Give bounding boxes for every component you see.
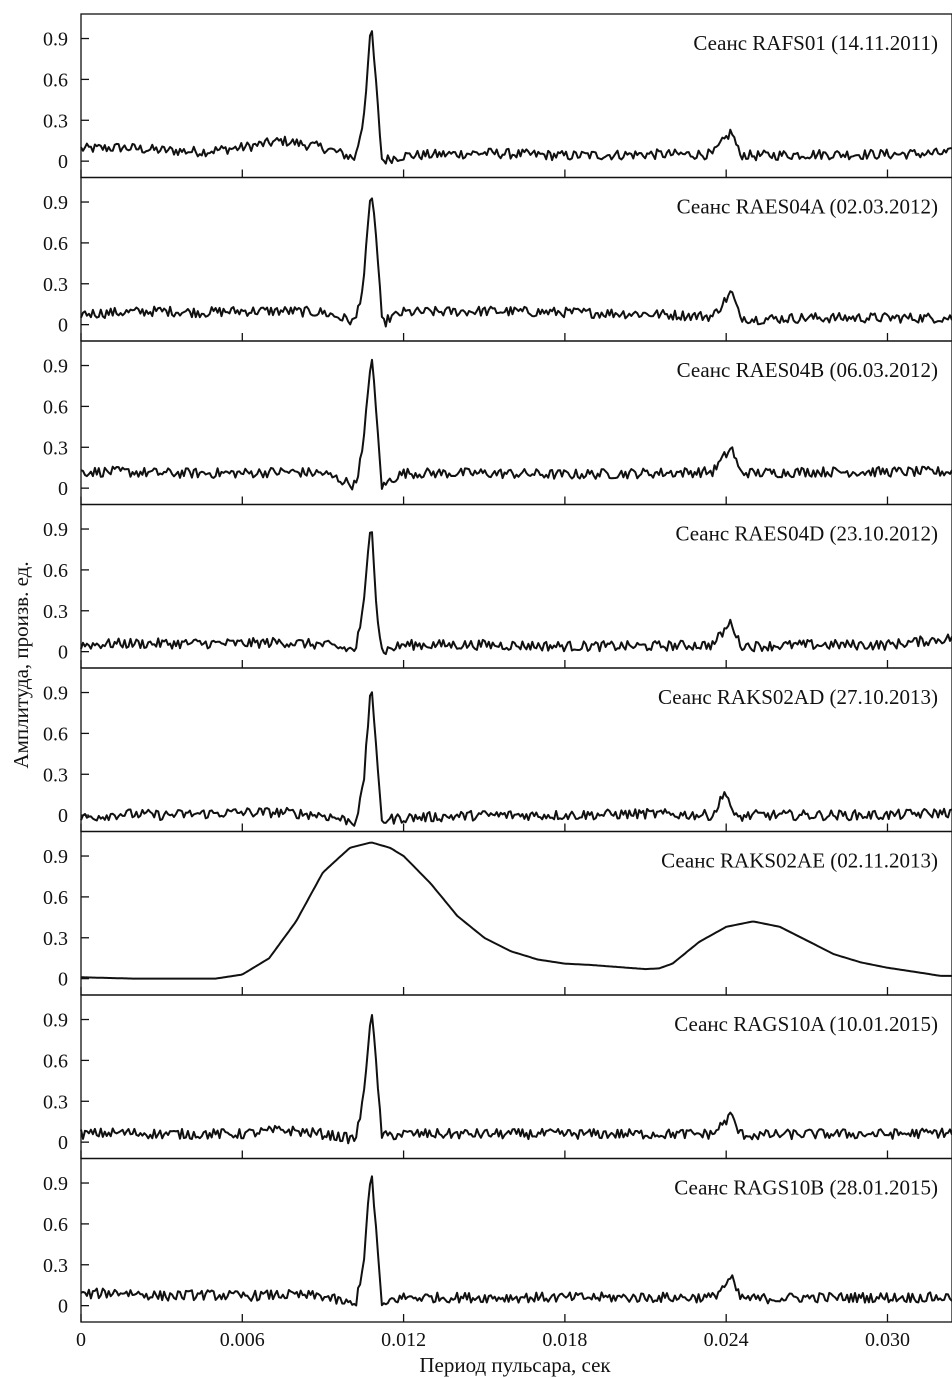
series-line: [80, 1014, 952, 1145]
panel-title: Сеанс RAGS10A (10.01.2015): [674, 1012, 938, 1036]
panel: 0 0.3 0.6 0.9 Сеанс RAFS01 (14.11.2011): [43, 13, 952, 179]
panel: 0 0.3 0.6 0.9 Сеанс RAKS02AD (27.10.2013): [43, 667, 952, 833]
x-axis: 0 0.006 0.012 0.018 0.024 0.030: [76, 1329, 910, 1351]
panel: 0 0.3 0.6 0.9 Сеанс RAKS02AE (02.11.2013): [43, 830, 952, 996]
y-tick-label: 0.3: [43, 928, 68, 950]
x-tick-label: 0.006: [220, 1329, 265, 1351]
series-line: [80, 30, 952, 165]
y-tick-label: 0.9: [43, 846, 68, 868]
series-line: [80, 197, 952, 328]
y-tick-label: 0: [58, 315, 68, 337]
series-line: [80, 691, 952, 827]
y-tick-label: 0.6: [43, 887, 68, 909]
x-tick-label: 0.024: [704, 1329, 749, 1351]
x-tick-label: 0: [76, 1329, 86, 1351]
series-line: [81, 841, 952, 980]
y-tick-label: 0: [58, 151, 68, 173]
y-tick-label: 0.6: [43, 1050, 68, 1072]
x-axis-title: Период пульсара, сек: [419, 1353, 611, 1377]
x-tick-label: 0.018: [542, 1329, 587, 1351]
y-tick-label: 0: [58, 1132, 68, 1154]
panel: 0 0.3 0.6 0.9 Сеанс RAES04A (02.03.2012): [43, 176, 952, 342]
y-tick-label: 0.6: [43, 1214, 68, 1236]
y-tick-label: 0.9: [43, 519, 68, 541]
series-line: [80, 358, 952, 491]
y-tick-label: 0.3: [43, 1091, 68, 1113]
y-axis-title: Амплитуда, произв. ед.: [9, 561, 33, 768]
panel-title: Сеанс RAES04B (06.03.2012): [677, 358, 938, 382]
series-line: [80, 1175, 952, 1307]
panel-title: Сеанс RAGS10B (28.01.2015): [674, 1176, 938, 1200]
panel-title: Сеанс RAES04A (02.03.2012): [677, 195, 938, 219]
y-tick-label: 0.3: [43, 764, 68, 786]
panel: 0 0.3 0.6 0.9 Сеанс RAES04D (23.10.2012): [43, 503, 952, 669]
y-tick-label: 0.6: [43, 723, 68, 745]
y-tick-label: 0: [58, 805, 68, 827]
y-tick-label: 0: [58, 1296, 68, 1318]
y-tick-label: 0.9: [43, 683, 68, 705]
series-line: [80, 531, 952, 656]
y-tick-label: 0.9: [43, 356, 68, 378]
y-tick-label: 0.3: [43, 601, 68, 623]
panel: 0 0.3 0.6 0.9 Сеанс RAGS10B (28.01.2015): [43, 1157, 952, 1323]
y-tick-label: 0: [58, 969, 68, 991]
y-tick-label: 0.9: [43, 29, 68, 51]
panel-title: Сеанс RAKS02AE (02.11.2013): [661, 849, 938, 873]
panel-title: Сеанс RAFS01 (14.11.2011): [693, 31, 938, 55]
y-tick-label: 0.6: [43, 233, 68, 255]
y-tick-label: 0.6: [43, 560, 68, 582]
y-tick-label: 0.3: [43, 437, 68, 459]
panel: 0 0.3 0.6 0.9 Сеанс RAGS10A (10.01.2015): [43, 994, 952, 1160]
y-tick-label: 0.9: [43, 1173, 68, 1195]
y-tick-label: 0.3: [43, 1255, 68, 1277]
panel: 0 0.3 0.6 0.9 Сеанс RAES04B (06.03.2012): [43, 340, 952, 506]
panel-title: Сеанс RAKS02AD (27.10.2013): [658, 685, 938, 709]
panel-title: Сеанс RAES04D (23.10.2012): [675, 522, 938, 546]
y-tick-label: 0: [58, 642, 68, 664]
x-tick-label: 0.012: [381, 1329, 426, 1351]
y-tick-label: 0.6: [43, 69, 68, 91]
panel-frame: [80, 1157, 952, 1323]
y-tick-label: 0.6: [43, 396, 68, 418]
y-tick-label: 0.9: [43, 192, 68, 214]
x-tick-label: 0.030: [865, 1329, 910, 1351]
y-tick-label: 0: [58, 478, 68, 500]
y-tick-label: 0.3: [43, 110, 68, 132]
y-tick-label: 0.9: [43, 1010, 68, 1032]
y-tick-label: 0.3: [43, 274, 68, 296]
panels-group: 00.30.60.9 Сеанс RAFS01 (14.11.2011)00.30…: [43, 13, 952, 1323]
